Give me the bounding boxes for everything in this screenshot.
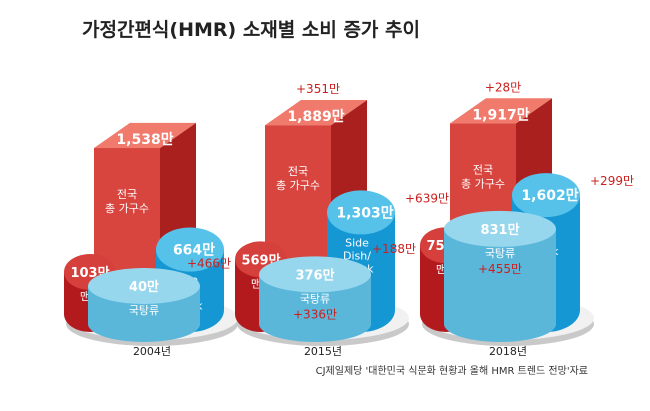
bar-soup-stew-top [444, 210, 556, 247]
change-cooked-rice: +466만 [187, 256, 231, 270]
value-total-households: 1,538만 [116, 132, 173, 148]
bar-soup-stew [259, 274, 371, 342]
value-side-dish: 1,303만 [336, 205, 393, 221]
label-soup-stew: 국탕류 [129, 304, 159, 317]
label-soup-stew: 국탕류 [300, 292, 330, 305]
chart-title: 가정간편식(HMR) 소재별 소비 증가 추이 [82, 19, 420, 41]
label-soup-stew: 국탕류 [485, 247, 515, 260]
label-total-households-1: 전국 [117, 188, 137, 201]
value-side-dish: 1,602만 [521, 188, 578, 204]
value-side-dish: 664만 [173, 242, 215, 258]
year-label: 2015년 [304, 345, 342, 358]
label-side-dish-0: Side [345, 236, 369, 249]
bar-total-households-top [450, 98, 552, 124]
bar-side-dish-top [327, 190, 395, 235]
label-total-households-2: 총 가구수 [276, 179, 320, 192]
label-total-households-2: 총 가구수 [105, 202, 149, 215]
bar-side-dish-top [156, 227, 224, 272]
value-total-households: 1,917만 [472, 107, 529, 123]
change-total-households: +28만 [485, 80, 521, 94]
bar-soup-stew-top [259, 256, 371, 293]
bar-soup-stew-top [88, 268, 200, 304]
change-side-dish: +299만 [590, 174, 634, 188]
label-total-households-1: 전국 [288, 165, 308, 178]
value-soup-stew: 40만 [129, 279, 159, 295]
year-label: 2004년 [133, 345, 171, 358]
label-total-households-1: 전국 [473, 163, 493, 176]
bar-total-households-top [94, 122, 196, 149]
bar-side-dish-top [512, 173, 580, 218]
value-soup-stew: 376만 [295, 267, 334, 283]
bar-soup-stew [444, 228, 556, 342]
year-label: 2018년 [489, 345, 527, 358]
change-soup-stew: +336만 [293, 307, 337, 321]
change-cooked-rice: +188만 [372, 242, 416, 256]
label-total-households-2: 총 가구수 [461, 177, 505, 190]
value-total-households: 1,889만 [287, 109, 344, 125]
change-side-dish: +639만 [405, 191, 449, 205]
change-total-households: +351만 [296, 82, 340, 96]
change-soup-stew: +455만 [478, 262, 522, 276]
label-side-dish-1: Dish/ [343, 249, 371, 262]
chart-source: CJ제일제당 '대한민국 식문화 현황과 올해 HMR 트렌드 전망'자료 [316, 364, 588, 377]
bar-total-households-top [265, 100, 367, 126]
value-soup-stew: 831만 [480, 222, 519, 238]
